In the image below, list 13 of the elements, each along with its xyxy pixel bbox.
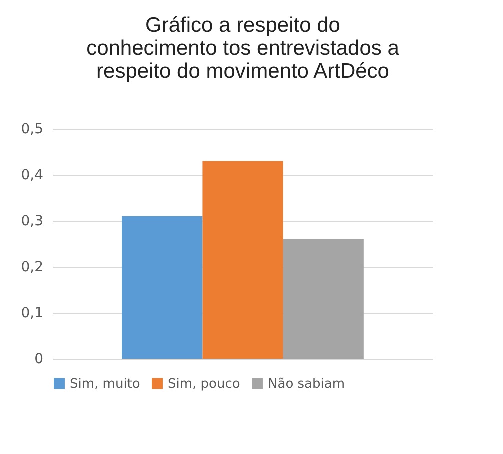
legend-label: Sim, muito: [70, 376, 140, 392]
bar: [202, 161, 284, 359]
y-tick-label: 0,1: [21, 306, 44, 322]
bar: [122, 216, 203, 359]
y-tick-label: 0,4: [21, 168, 44, 184]
y-tick-label: 0: [34, 352, 44, 368]
y-tick-label: 0,2: [21, 260, 44, 276]
y-tick-label: 0,5: [21, 122, 44, 138]
legend-label: Não sabiam: [268, 376, 346, 392]
legend-label: Sim, pouco: [168, 376, 240, 392]
bar: [283, 239, 364, 359]
y-tick-label: 0,3: [21, 214, 44, 230]
chart-title: Gráfico a respeito do conhecimento tos entrevistados a respeito do movimento ArtDéco: [86, 14, 400, 83]
